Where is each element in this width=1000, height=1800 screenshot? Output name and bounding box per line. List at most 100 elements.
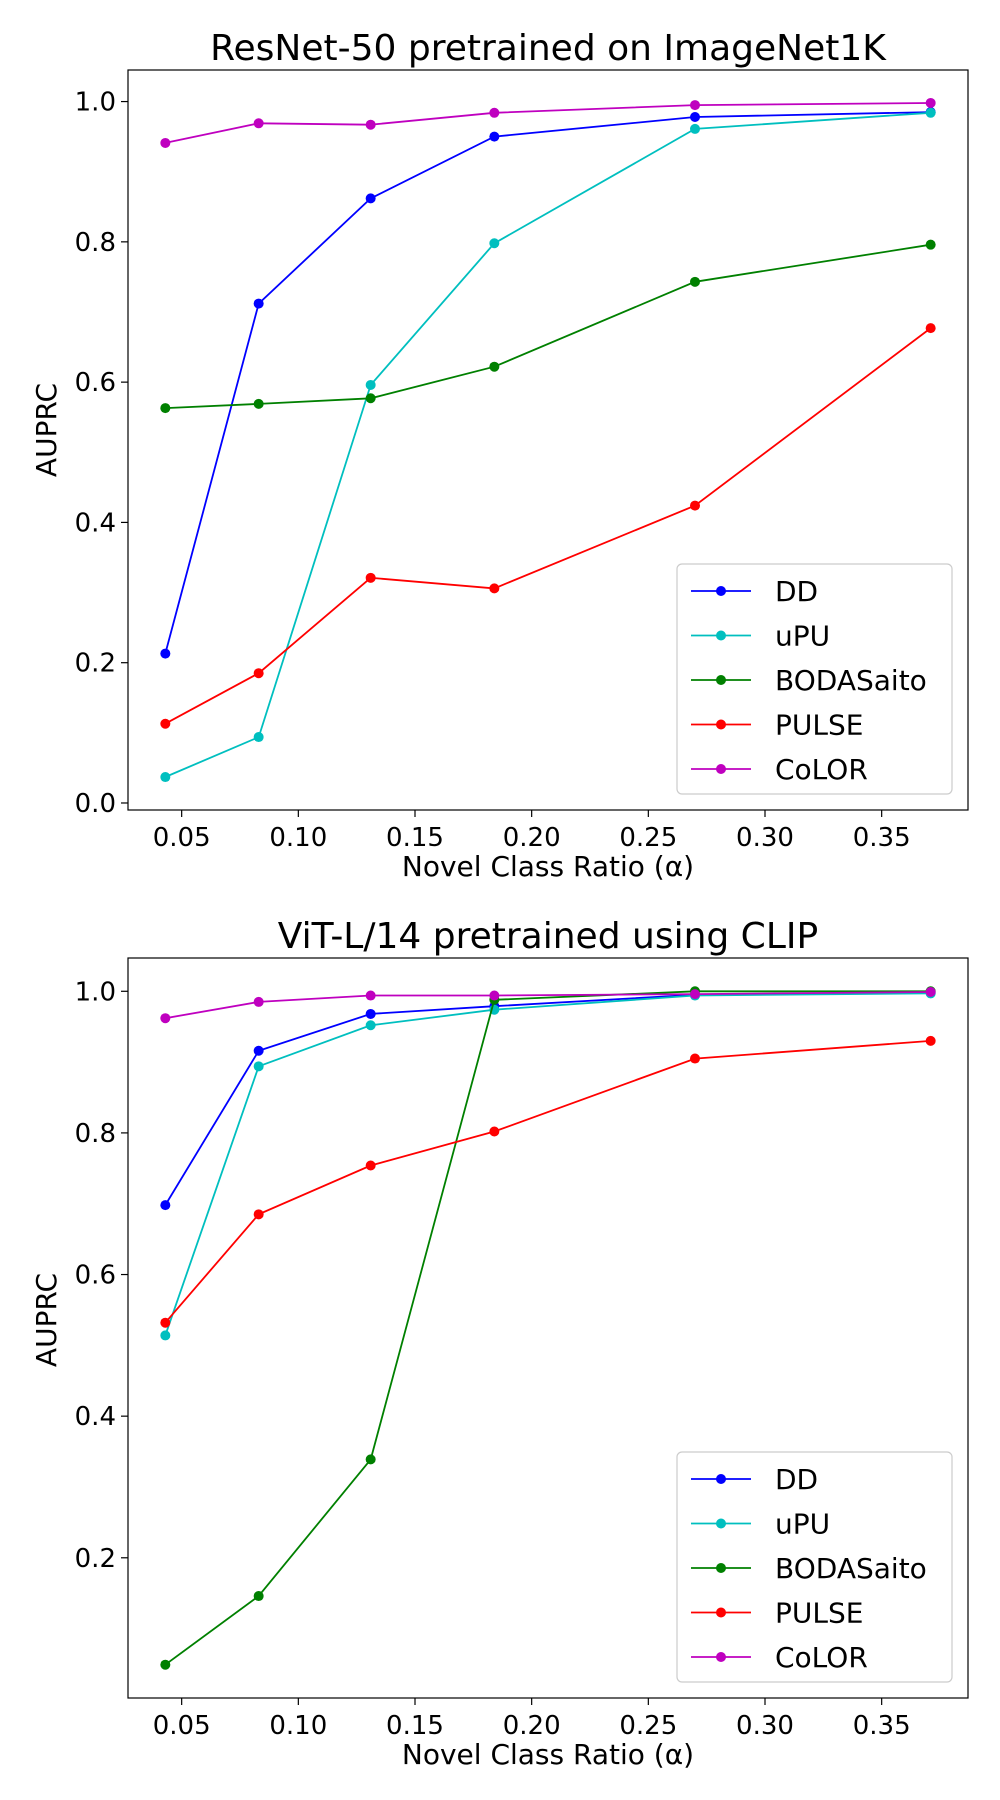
x-tick-label: 0.15 xyxy=(386,1711,444,1741)
x-tick-label: 0.10 xyxy=(269,823,327,853)
y-tick-label: 0.4 xyxy=(75,508,116,538)
chart-title: ViT-L/14 pretrained using CLIP xyxy=(278,916,818,957)
x-tick-label: 0.05 xyxy=(153,823,211,853)
data-point-bodasaito xyxy=(365,393,376,404)
data-point-upu xyxy=(253,1061,264,1072)
legend-marker-bodasaito xyxy=(716,675,726,685)
plot-frame xyxy=(127,957,969,1699)
data-point-pulse xyxy=(690,500,700,511)
series-line-upu xyxy=(164,992,931,1336)
legend-label-color: CoLOR xyxy=(775,753,868,786)
x-tick-label: 0.20 xyxy=(503,823,561,853)
legend-marker-pulse xyxy=(716,719,726,730)
y-tick-label: 0.6 xyxy=(75,1261,116,1291)
data-point-pulse xyxy=(925,323,936,334)
y-tick-label: 0.2 xyxy=(75,649,116,679)
plot-frame xyxy=(127,69,969,811)
data-point-bodasaito xyxy=(253,398,264,409)
series-line-dd xyxy=(164,111,931,654)
data-point-color xyxy=(925,97,936,108)
legend-label-pulse: PULSE xyxy=(775,709,863,742)
chart-resnet50: ResNet-50 pretrained on ImageNet1K Novel… xyxy=(30,28,969,883)
legend-marker-upu xyxy=(716,630,726,641)
y-axis-label: AUPRC xyxy=(30,1273,63,1367)
data-point-color xyxy=(489,990,500,1001)
data-point-dd xyxy=(160,1200,171,1211)
data-point-color xyxy=(160,137,171,148)
data-point-upu xyxy=(365,379,376,390)
legend-label-pulse: PULSE xyxy=(775,1597,863,1630)
data-point-pulse xyxy=(489,583,500,594)
data-point-bodasaito xyxy=(160,403,171,414)
x-tick-label: 0.15 xyxy=(386,823,444,853)
data-point-dd xyxy=(160,648,171,659)
x-tick-label: 0.25 xyxy=(619,1711,677,1741)
data-point-bodasaito xyxy=(690,276,700,287)
y-tick-label: 0.6 xyxy=(75,368,116,398)
data-point-bodasaito xyxy=(365,1454,376,1465)
x-tick-label: 0.05 xyxy=(153,1711,211,1741)
legend-marker-color xyxy=(716,764,726,774)
data-point-bodasaito xyxy=(253,1591,264,1602)
data-point-dd xyxy=(365,193,376,204)
series-line-pulse xyxy=(164,327,932,725)
data-point-upu xyxy=(365,1020,376,1031)
legend-box xyxy=(676,1451,953,1683)
series-line-upu xyxy=(164,111,931,778)
series-line-color xyxy=(165,991,931,1020)
data-point-color xyxy=(160,1013,171,1024)
data-point-upu xyxy=(489,238,500,249)
data-point-color xyxy=(365,119,376,130)
y-tick-label: 1.0 xyxy=(75,977,116,1007)
x-tick-label: 0.20 xyxy=(503,1711,561,1741)
y-tick-label: 1.0 xyxy=(75,88,116,118)
data-point-bodasaito xyxy=(489,361,500,372)
x-tick-label: 0.25 xyxy=(619,823,677,853)
legend-label-dd: DD xyxy=(775,1463,818,1496)
data-point-pulse xyxy=(365,572,376,583)
legend-box xyxy=(676,563,953,795)
data-point-pulse xyxy=(489,1126,500,1137)
x-tick-label: 0.10 xyxy=(269,1711,327,1741)
y-tick-label: 0.8 xyxy=(75,228,116,258)
legend-label-upu: uPU xyxy=(775,1508,830,1541)
legend-label-bodasaito: BODASaito xyxy=(775,1552,927,1585)
data-point-pulse xyxy=(253,668,264,679)
x-tick-label: 0.35 xyxy=(853,823,911,853)
legend-marker-bodasaito xyxy=(716,1563,726,1573)
data-point-upu xyxy=(160,772,171,783)
legend-label-upu: uPU xyxy=(775,620,830,653)
legend-label-bodasaito: BODASaito xyxy=(775,664,927,697)
x-tick-label: 0.30 xyxy=(736,823,794,853)
y-axis-label: AUPRC xyxy=(30,383,63,477)
x-axis-label: Novel Class Ratio (α) xyxy=(402,850,694,883)
chart-title: ResNet-50 pretrained on ImageNet1K xyxy=(210,28,887,69)
y-tick-label: 0.2 xyxy=(75,1544,116,1574)
data-point-pulse xyxy=(160,1317,171,1328)
data-point-upu xyxy=(925,107,936,118)
data-point-dd xyxy=(253,298,264,309)
legend-marker-upu xyxy=(716,1518,726,1529)
legend-marker-color xyxy=(716,1652,726,1662)
data-point-dd xyxy=(690,111,700,122)
data-point-color xyxy=(365,990,376,1001)
data-point-dd xyxy=(489,131,500,142)
legend-label-color: CoLOR xyxy=(775,1641,868,1674)
data-point-pulse xyxy=(365,1160,376,1171)
data-point-upu xyxy=(690,123,700,134)
legend-marker-pulse xyxy=(716,1607,726,1618)
series-line-color xyxy=(165,102,931,144)
data-point-upu xyxy=(253,732,264,743)
data-point-dd xyxy=(253,1045,264,1056)
legend-marker-dd xyxy=(716,586,726,596)
chart-vit-l14: ViT-L/14 pretrained using CLIP Novel Cla… xyxy=(30,916,969,1771)
series-line-bodasaito xyxy=(164,990,931,1666)
x-tick-label: 0.35 xyxy=(853,1711,911,1741)
data-point-dd xyxy=(365,1008,376,1019)
data-point-pulse xyxy=(925,1035,936,1046)
x-tick-label: 0.30 xyxy=(736,1711,794,1741)
data-point-pulse xyxy=(253,1209,264,1220)
legend-marker-dd xyxy=(716,1474,726,1484)
series-line-pulse xyxy=(164,1040,931,1324)
